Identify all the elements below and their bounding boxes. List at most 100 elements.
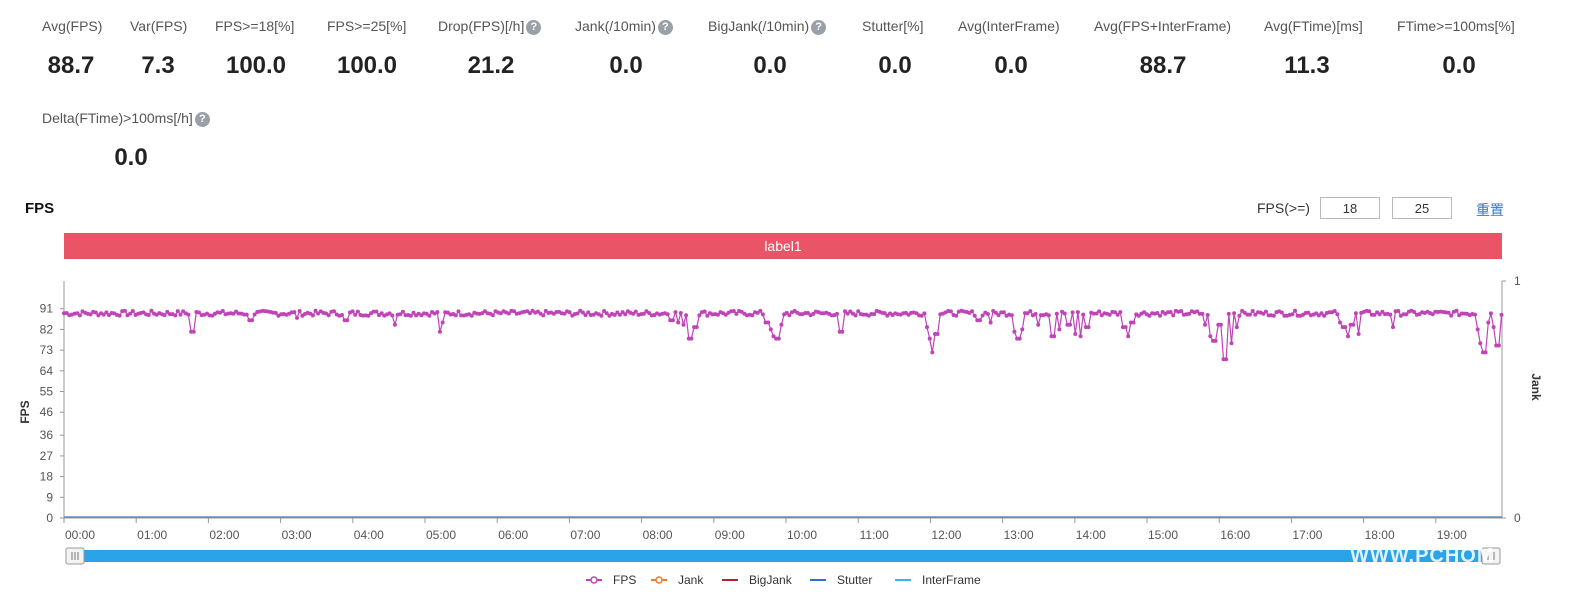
x-tick-label: 09:00	[715, 528, 745, 542]
fps-point	[615, 310, 620, 315]
fps-point	[75, 311, 80, 316]
legend-item-interframe[interactable]: InterFrame	[895, 573, 981, 587]
fps-point	[197, 310, 201, 315]
fps-point	[440, 320, 445, 325]
fps-point	[313, 308, 318, 313]
fps-point	[702, 309, 707, 314]
legend-item-jank[interactable]: Jank	[651, 573, 704, 587]
x-tick-label: 02:00	[209, 528, 239, 542]
time-range-slider[interactable]	[65, 547, 1501, 565]
help-icon[interactable]: ?	[657, 20, 673, 35]
x-axis: 00:00 01:00 02:00 03:00 04:00 05:00 06:00 07:00…	[63, 517, 1502, 542]
x-tick-label: 17:00	[1292, 528, 1322, 542]
fps-threshold-label: FPS(>=)	[1257, 200, 1310, 216]
fps-point	[580, 310, 585, 315]
stat-label: Stutter[%]	[862, 18, 924, 34]
chart-legend[interactable]: FPS Jank BigJank Stutter InterFrame	[586, 573, 981, 587]
fps-point	[1263, 309, 1268, 314]
fps-point	[1147, 313, 1152, 318]
fps-point	[1226, 311, 1231, 316]
fps-point	[1335, 312, 1340, 317]
fps-point	[768, 327, 773, 332]
fps-point	[173, 313, 178, 318]
legend-label: Stutter	[837, 573, 872, 587]
fps-point	[1179, 309, 1184, 314]
fps-point	[1293, 308, 1297, 313]
stat-label: Delta(FTime)>100ms[/h]?	[42, 110, 210, 127]
stat-label: Jank(/10min)?	[575, 18, 673, 35]
fps-point	[379, 311, 384, 316]
legend-item-fps[interactable]: FPS	[586, 573, 636, 587]
fps-point	[1486, 320, 1491, 325]
x-tick-label: 12:00	[931, 528, 961, 542]
help-icon[interactable]: ?	[811, 20, 827, 35]
fps-point	[1404, 312, 1409, 317]
slider-track	[66, 550, 1500, 562]
fps-point	[165, 309, 170, 314]
fps-point	[1052, 334, 1057, 339]
stat-label: FPS>=25[%]	[327, 18, 407, 34]
fps-point	[885, 313, 890, 318]
fps-point	[1025, 311, 1030, 316]
x-tick-label: 00:00	[65, 528, 95, 542]
fps-threshold-1-input[interactable]	[1320, 197, 1380, 219]
help-icon[interactable]: ?	[194, 112, 210, 127]
reset-button[interactable]: 重置	[1476, 202, 1504, 218]
fps-point	[1446, 310, 1451, 315]
legend-label: Jank	[678, 573, 704, 587]
fps-point	[972, 313, 977, 318]
stat-label: Var(FPS)	[130, 18, 188, 34]
fps-point	[787, 313, 792, 318]
help-icon[interactable]: ?	[526, 20, 542, 35]
fps-point	[1412, 310, 1417, 314]
y-axis: 0 9 18 27 36 46 55 64 73 82 91 FPS	[18, 281, 65, 525]
fps-point	[930, 350, 935, 355]
fps-point	[845, 311, 850, 316]
fps-point	[1057, 327, 1062, 332]
fps-point	[220, 309, 225, 313]
fps-point	[469, 313, 474, 318]
fps-point	[1115, 312, 1120, 317]
fps-point	[1187, 311, 1192, 316]
fps-point	[882, 311, 887, 316]
x-tick-label: 10:00	[787, 528, 817, 542]
fps-point	[374, 309, 379, 314]
fps-point	[149, 308, 154, 313]
legend-item-stutter[interactable]: Stutter	[810, 573, 872, 587]
y-tick-label: 36	[40, 428, 54, 442]
fps-point	[697, 313, 702, 318]
fps-point	[178, 312, 183, 317]
fps-point	[96, 313, 101, 318]
fps-point	[453, 313, 458, 318]
fps-point	[575, 311, 580, 316]
stat-label: Avg(FPS)	[42, 18, 103, 34]
fps-point	[922, 311, 927, 316]
fps-point	[1046, 313, 1051, 318]
fps-point	[512, 309, 517, 314]
fps-point	[1203, 322, 1207, 327]
fps-point	[684, 313, 689, 318]
fps-point	[411, 310, 416, 315]
fps-point	[750, 313, 755, 318]
fps-threshold-2-input[interactable]	[1392, 197, 1452, 219]
fps-point	[316, 311, 321, 316]
fps-point	[771, 334, 776, 339]
fps-point	[1028, 309, 1033, 314]
x-tick-label: 06:00	[498, 528, 528, 542]
fps-point	[128, 311, 133, 316]
fps-point	[612, 312, 617, 317]
fps-point	[1224, 357, 1229, 362]
fps-point	[567, 310, 572, 315]
legend-item-bigjank[interactable]: BigJank	[722, 573, 793, 587]
y2-axis: 0 1 Jank	[1501, 274, 1543, 525]
fps-point	[1009, 313, 1014, 318]
fps-point	[1073, 332, 1078, 336]
fps-point	[784, 310, 789, 315]
label-bar[interactable]: label1	[64, 233, 1502, 259]
fps-point	[326, 313, 331, 318]
fps-point	[689, 336, 694, 341]
fps-point	[1017, 336, 1022, 341]
fps-point	[498, 311, 503, 316]
fps-point	[617, 312, 622, 317]
stat-value: 88.7	[47, 52, 95, 79]
